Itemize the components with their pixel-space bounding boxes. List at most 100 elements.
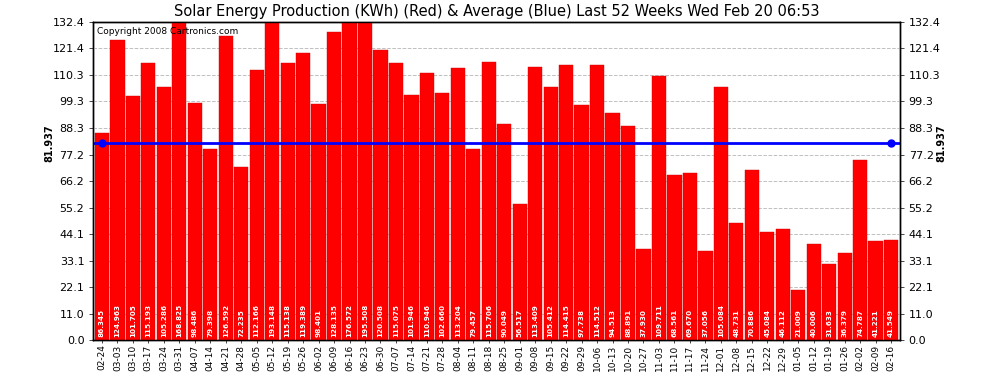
Title: Solar Energy Production (KWh) (Red) & Average (Blue) Last 52 Weeks Wed Feb 20 06: Solar Energy Production (KWh) (Red) & Av… [174,4,820,19]
Text: 37.930: 37.930 [641,309,646,337]
Bar [775,230,790,340]
Bar [791,290,805,340]
Bar [683,173,697,340]
Text: 128.135: 128.135 [331,304,337,337]
Text: 115.193: 115.193 [146,304,151,337]
Bar [188,104,202,340]
Text: 36.379: 36.379 [842,309,847,337]
Bar [714,87,728,340]
Text: 112.166: 112.166 [253,304,259,337]
Text: 72.235: 72.235 [239,309,245,337]
Bar [142,63,155,340]
Bar [884,240,898,340]
Bar [513,204,527,340]
Bar [730,223,743,340]
Bar [497,124,512,340]
Bar [760,232,774,340]
Bar [637,249,650,340]
Bar [559,65,573,341]
Bar [219,36,233,340]
Bar [574,105,589,340]
Bar [95,133,109,340]
Bar [234,166,248,340]
Bar [203,149,218,340]
Text: 115.075: 115.075 [393,304,399,337]
Text: 56.517: 56.517 [517,309,523,337]
Bar [156,87,171,340]
Text: 94.513: 94.513 [610,309,616,337]
Text: 176.572: 176.572 [346,304,352,337]
Text: 79.398: 79.398 [207,309,213,337]
Text: 120.508: 120.508 [377,304,383,337]
Bar [327,32,342,340]
Text: 113.409: 113.409 [533,304,539,337]
Bar [667,176,681,340]
Text: 37.056: 37.056 [702,309,709,337]
Text: 115.138: 115.138 [285,304,291,337]
Bar [420,74,434,340]
Bar [172,0,186,340]
Text: 81.937: 81.937 [45,124,54,162]
Bar [853,160,867,340]
Bar [466,149,480,340]
Text: 115.706: 115.706 [486,304,492,337]
Text: 48.731: 48.731 [734,309,740,337]
Text: 74.787: 74.787 [857,309,863,337]
Bar [822,264,837,340]
Text: 69.670: 69.670 [687,309,693,337]
Bar [807,244,821,340]
Bar [280,63,295,340]
Text: 105.084: 105.084 [718,304,724,337]
Bar [606,113,620,340]
Bar [312,104,326,340]
Text: 126.592: 126.592 [223,304,229,337]
Bar [265,0,279,340]
Text: 40.006: 40.006 [811,309,817,337]
Text: 46.112: 46.112 [780,309,786,337]
Text: 88.891: 88.891 [625,309,631,337]
Text: 81.937: 81.937 [937,124,946,162]
Bar [621,126,636,340]
Text: 68.561: 68.561 [671,309,677,337]
Text: 98.401: 98.401 [316,309,322,337]
Bar [544,87,557,340]
Text: 105.286: 105.286 [160,304,167,337]
Bar [436,93,449,340]
Bar [126,96,140,340]
Text: 31.633: 31.633 [827,309,833,337]
Bar [868,241,883,340]
Text: 110.946: 110.946 [424,304,430,337]
Bar [528,68,543,340]
Bar [110,40,125,340]
Text: 124.963: 124.963 [115,304,121,337]
Bar [744,170,759,340]
Text: 105.412: 105.412 [547,304,553,337]
Bar [296,53,310,340]
Text: 21.009: 21.009 [795,309,801,337]
Text: 168.825: 168.825 [176,303,182,337]
Text: 90.049: 90.049 [501,309,507,337]
Text: 113.204: 113.204 [454,304,460,337]
Text: 119.389: 119.389 [300,304,306,337]
Text: 97.738: 97.738 [578,309,585,337]
Text: 86.345: 86.345 [99,309,105,337]
Text: 195.508: 195.508 [362,303,368,337]
Bar [249,70,263,340]
Text: 41.549: 41.549 [888,309,894,337]
Bar [373,50,387,340]
Text: 45.084: 45.084 [764,309,770,337]
Text: 114.415: 114.415 [563,304,569,337]
Text: 70.886: 70.886 [748,309,754,337]
Text: 79.457: 79.457 [470,309,476,337]
Bar [838,253,851,340]
Text: Copyright 2008 Cartronics.com: Copyright 2008 Cartronics.com [97,27,239,36]
Text: 98.486: 98.486 [192,309,198,337]
Bar [698,251,713,340]
Text: 114.512: 114.512 [594,304,600,337]
Bar [343,0,356,340]
Text: 101.946: 101.946 [409,304,415,337]
Text: 109.711: 109.711 [656,304,662,337]
Bar [404,95,419,340]
Bar [482,62,496,340]
Text: 193.148: 193.148 [269,304,275,337]
